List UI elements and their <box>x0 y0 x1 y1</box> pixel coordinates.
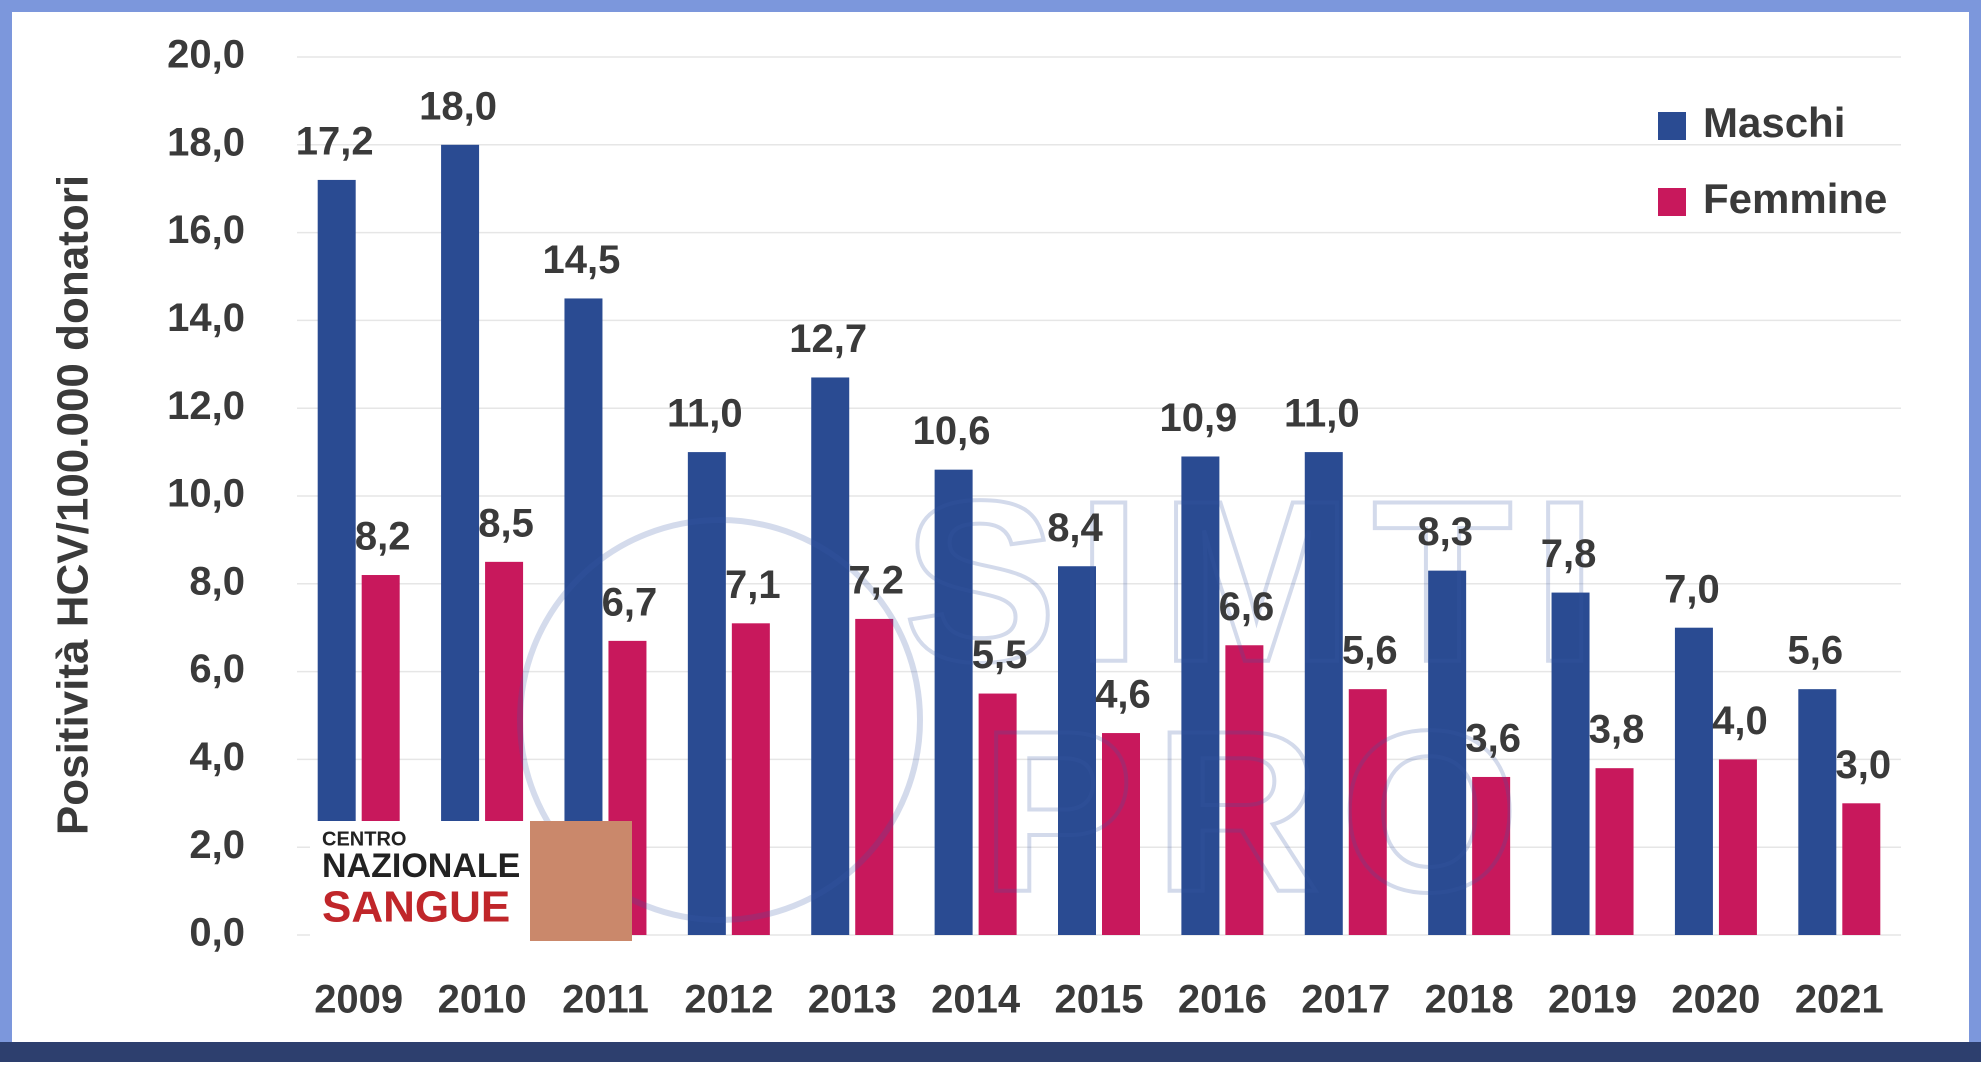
value-label: 10,9 <box>1159 396 1237 440</box>
y-tick-label: 12,0 <box>167 384 245 428</box>
y-tick-label: 18,0 <box>167 120 245 164</box>
bar <box>1719 759 1757 935</box>
value-label: 5,5 <box>972 633 1028 677</box>
x-tick-label: 2011 <box>562 978 649 1022</box>
y-tick-label: 8,0 <box>189 559 245 603</box>
bar <box>441 145 479 935</box>
bar <box>1798 689 1836 935</box>
value-label: 17,2 <box>296 119 374 163</box>
legend-label: Maschi <box>1703 99 1845 146</box>
x-tick-label: 2019 <box>1548 978 1637 1022</box>
logo-text: NAZIONALE <box>322 847 520 885</box>
logo-text: SANGUE <box>322 883 510 932</box>
value-label: 14,5 <box>543 238 621 282</box>
x-tick-label: 2020 <box>1671 978 1760 1022</box>
x-tick-label: 2013 <box>808 978 897 1022</box>
value-label: 7,2 <box>848 558 904 602</box>
value-label: 8,4 <box>1047 506 1103 550</box>
watermark-text: PRO <box>981 683 1539 940</box>
x-tick-label: 2016 <box>1178 978 1267 1022</box>
bar <box>811 377 849 935</box>
y-tick-label: 0,0 <box>189 911 245 955</box>
value-label: 3,6 <box>1465 717 1521 761</box>
y-tick-label: 10,0 <box>167 472 245 516</box>
value-label: 8,5 <box>478 501 534 545</box>
legend-swatch <box>1658 112 1686 140</box>
x-tick-label: 2018 <box>1425 978 1514 1022</box>
y-tick-label: 6,0 <box>189 647 245 691</box>
value-label: 7,1 <box>725 563 781 607</box>
bar <box>1842 803 1880 935</box>
value-label: 4,0 <box>1712 699 1768 743</box>
value-label: 11,0 <box>1284 392 1360 436</box>
y-tick-label: 20,0 <box>167 33 245 77</box>
value-label: 5,6 <box>1788 629 1844 673</box>
x-tick-label: 2009 <box>314 978 403 1022</box>
x-tick-label: 2012 <box>684 978 773 1022</box>
y-tick-label: 14,0 <box>167 296 245 340</box>
value-label: 8,3 <box>1417 510 1473 554</box>
frame-bottom <box>0 1042 1981 1062</box>
x-tick-label: 2017 <box>1301 978 1390 1022</box>
chart: SIMTIPRO 0,02,04,06,08,010,012,014,016,0… <box>0 0 1981 1062</box>
logo-image <box>530 821 632 941</box>
value-label: 4,6 <box>1095 673 1151 717</box>
value-label: 10,6 <box>913 409 991 453</box>
value-label: 5,6 <box>1342 629 1398 673</box>
bar <box>855 619 893 935</box>
value-label: 6,6 <box>1219 585 1275 629</box>
value-label: 12,7 <box>789 317 867 361</box>
x-tick-label: 2015 <box>1055 978 1144 1022</box>
x-tick-label: 2010 <box>438 978 527 1022</box>
value-label: 3,8 <box>1589 708 1645 752</box>
value-label: 3,0 <box>1836 743 1892 787</box>
value-label: 8,2 <box>355 515 411 559</box>
bar <box>1596 768 1634 935</box>
page: {"chart_data": { "type": "bar", "y_label… <box>0 0 1981 1062</box>
y-tick-label: 2,0 <box>189 823 245 867</box>
y-tick-label: 4,0 <box>189 735 245 779</box>
bar <box>1675 628 1713 935</box>
value-label: 7,0 <box>1664 567 1720 611</box>
legend-label: Femmine <box>1703 175 1887 222</box>
value-label: 11,0 <box>667 392 743 436</box>
y-axis-label: Positività HCV/100.000 donatori <box>49 175 98 835</box>
x-tick-label: 2014 <box>931 978 1021 1022</box>
x-tick-label: 2021 <box>1795 978 1884 1022</box>
value-label: 18,0 <box>419 84 497 128</box>
y-tick-label: 16,0 <box>167 208 245 252</box>
value-label: 7,8 <box>1541 532 1597 576</box>
value-label: 6,7 <box>602 580 658 624</box>
bar <box>732 623 770 935</box>
legend-swatch <box>1658 188 1686 216</box>
